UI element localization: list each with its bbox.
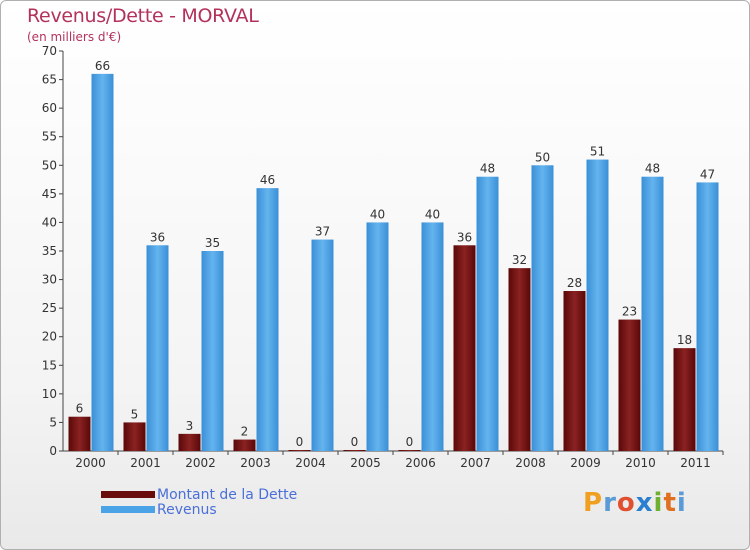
data-label-debt: 36 bbox=[457, 230, 472, 244]
x-tick-label: 2003 bbox=[240, 456, 271, 470]
y-tick-label: 15 bbox=[42, 358, 57, 372]
x-tick-label: 2008 bbox=[515, 456, 546, 470]
data-label-revenus: 40 bbox=[370, 207, 385, 221]
bar-debt bbox=[618, 319, 641, 451]
bar-revenus bbox=[476, 176, 499, 451]
x-tick-label: 2002 bbox=[185, 456, 216, 470]
y-tick-label: 40 bbox=[42, 215, 57, 229]
bar-revenus bbox=[201, 251, 224, 451]
y-tick-label: 25 bbox=[42, 301, 57, 315]
bar-debt bbox=[398, 450, 421, 451]
legend-swatch-debt bbox=[101, 491, 155, 498]
bar-debt bbox=[453, 245, 476, 451]
bar-revenus bbox=[366, 222, 389, 451]
bar-revenus bbox=[421, 222, 444, 451]
data-label-revenus: 35 bbox=[205, 236, 220, 250]
legend-item-revenus: Revenus bbox=[101, 501, 297, 518]
data-label-debt: 18 bbox=[677, 333, 692, 347]
data-label-revenus: 51 bbox=[590, 145, 605, 159]
chart-title: Revenus/Dette - MORVAL bbox=[27, 5, 259, 27]
x-tick-label: 2007 bbox=[460, 456, 491, 470]
data-label-debt: 0 bbox=[406, 435, 414, 449]
data-label-revenus: 37 bbox=[315, 225, 330, 239]
data-label-debt: 32 bbox=[512, 253, 527, 267]
data-label-revenus: 36 bbox=[150, 230, 165, 244]
y-tick-label: 20 bbox=[42, 330, 57, 344]
data-label-debt: 0 bbox=[296, 435, 304, 449]
y-tick-label: 60 bbox=[42, 101, 57, 115]
legend-label-revenus: Revenus bbox=[157, 501, 217, 518]
y-tick-label: 10 bbox=[42, 387, 57, 401]
bar-revenus bbox=[641, 176, 664, 451]
y-tick-label: 70 bbox=[42, 44, 57, 58]
bar-revenus bbox=[696, 182, 719, 451]
bar-revenus bbox=[311, 239, 334, 451]
data-label-debt: 3 bbox=[186, 419, 194, 433]
x-tick-label: 2009 bbox=[570, 456, 601, 470]
data-label-revenus: 46 bbox=[260, 173, 275, 187]
x-tick-label: 2004 bbox=[295, 456, 326, 470]
bar-debt bbox=[673, 348, 696, 451]
x-tick-label: 2010 bbox=[625, 456, 656, 470]
y-tick-label: 65 bbox=[42, 73, 57, 87]
logo-letter: x bbox=[635, 488, 654, 518]
bar-debt bbox=[233, 439, 256, 451]
data-label-revenus: 47 bbox=[700, 167, 715, 181]
bar-debt bbox=[123, 422, 146, 451]
data-label-debt: 2 bbox=[241, 425, 249, 439]
bar-revenus bbox=[586, 159, 609, 452]
data-label-debt: 5 bbox=[131, 407, 139, 421]
x-tick-label: 2011 bbox=[680, 456, 711, 470]
bar-debt bbox=[68, 416, 91, 451]
bar-debt bbox=[343, 450, 366, 451]
bar-debt bbox=[178, 433, 201, 451]
logo-letter: r bbox=[603, 488, 617, 518]
bar-revenus bbox=[531, 165, 554, 452]
data-label-revenus: 50 bbox=[535, 150, 550, 164]
data-label-debt: 28 bbox=[567, 276, 582, 290]
bar-revenus bbox=[91, 73, 114, 451]
legend: Montant de la Dette Revenus bbox=[101, 486, 298, 518]
y-tick-label: 35 bbox=[42, 244, 57, 258]
x-tick-label: 2000 bbox=[75, 456, 106, 470]
logo-letter: P bbox=[583, 488, 604, 518]
data-label-debt: 0 bbox=[351, 435, 359, 449]
logo-letter: t bbox=[663, 488, 677, 518]
bar-revenus bbox=[146, 245, 169, 451]
y-tick-label: 45 bbox=[42, 187, 57, 201]
bar-revenus bbox=[256, 188, 279, 451]
y-tick-label: 30 bbox=[42, 273, 57, 287]
data-label-debt: 6 bbox=[76, 402, 84, 416]
proxiti-logo: Proxiti bbox=[583, 488, 687, 518]
x-tick-label: 2005 bbox=[350, 456, 381, 470]
data-label-debt: 23 bbox=[622, 305, 637, 319]
data-label-revenus: 40 bbox=[425, 207, 440, 221]
data-label-revenus: 66 bbox=[95, 59, 110, 73]
x-tick-label: 2006 bbox=[405, 456, 436, 470]
y-tick-label: 50 bbox=[42, 158, 57, 172]
bar-debt bbox=[508, 268, 531, 451]
bar-debt bbox=[288, 450, 311, 451]
y-tick-label: 55 bbox=[42, 130, 57, 144]
logo-letter: o bbox=[616, 488, 636, 518]
logo-letter: i bbox=[676, 488, 687, 518]
data-labels: 6665363352460370400403648325028512348184… bbox=[76, 59, 715, 449]
bars bbox=[68, 73, 719, 452]
legend-label-debt: Montant de la Dette bbox=[157, 486, 298, 503]
bar-debt bbox=[563, 291, 586, 451]
data-label-revenus: 48 bbox=[480, 162, 495, 176]
chart-subtitle: (en milliers d'€) bbox=[27, 30, 122, 44]
y-tick-label: 5 bbox=[49, 415, 57, 429]
y-tick-label: 0 bbox=[49, 444, 57, 458]
legend-item-debt: Montant de la Dette bbox=[101, 486, 298, 503]
data-label-revenus: 48 bbox=[645, 162, 660, 176]
logo-letter: i bbox=[653, 488, 664, 518]
x-tick-label: 2001 bbox=[130, 456, 161, 470]
legend-swatch-revenus bbox=[101, 506, 155, 513]
